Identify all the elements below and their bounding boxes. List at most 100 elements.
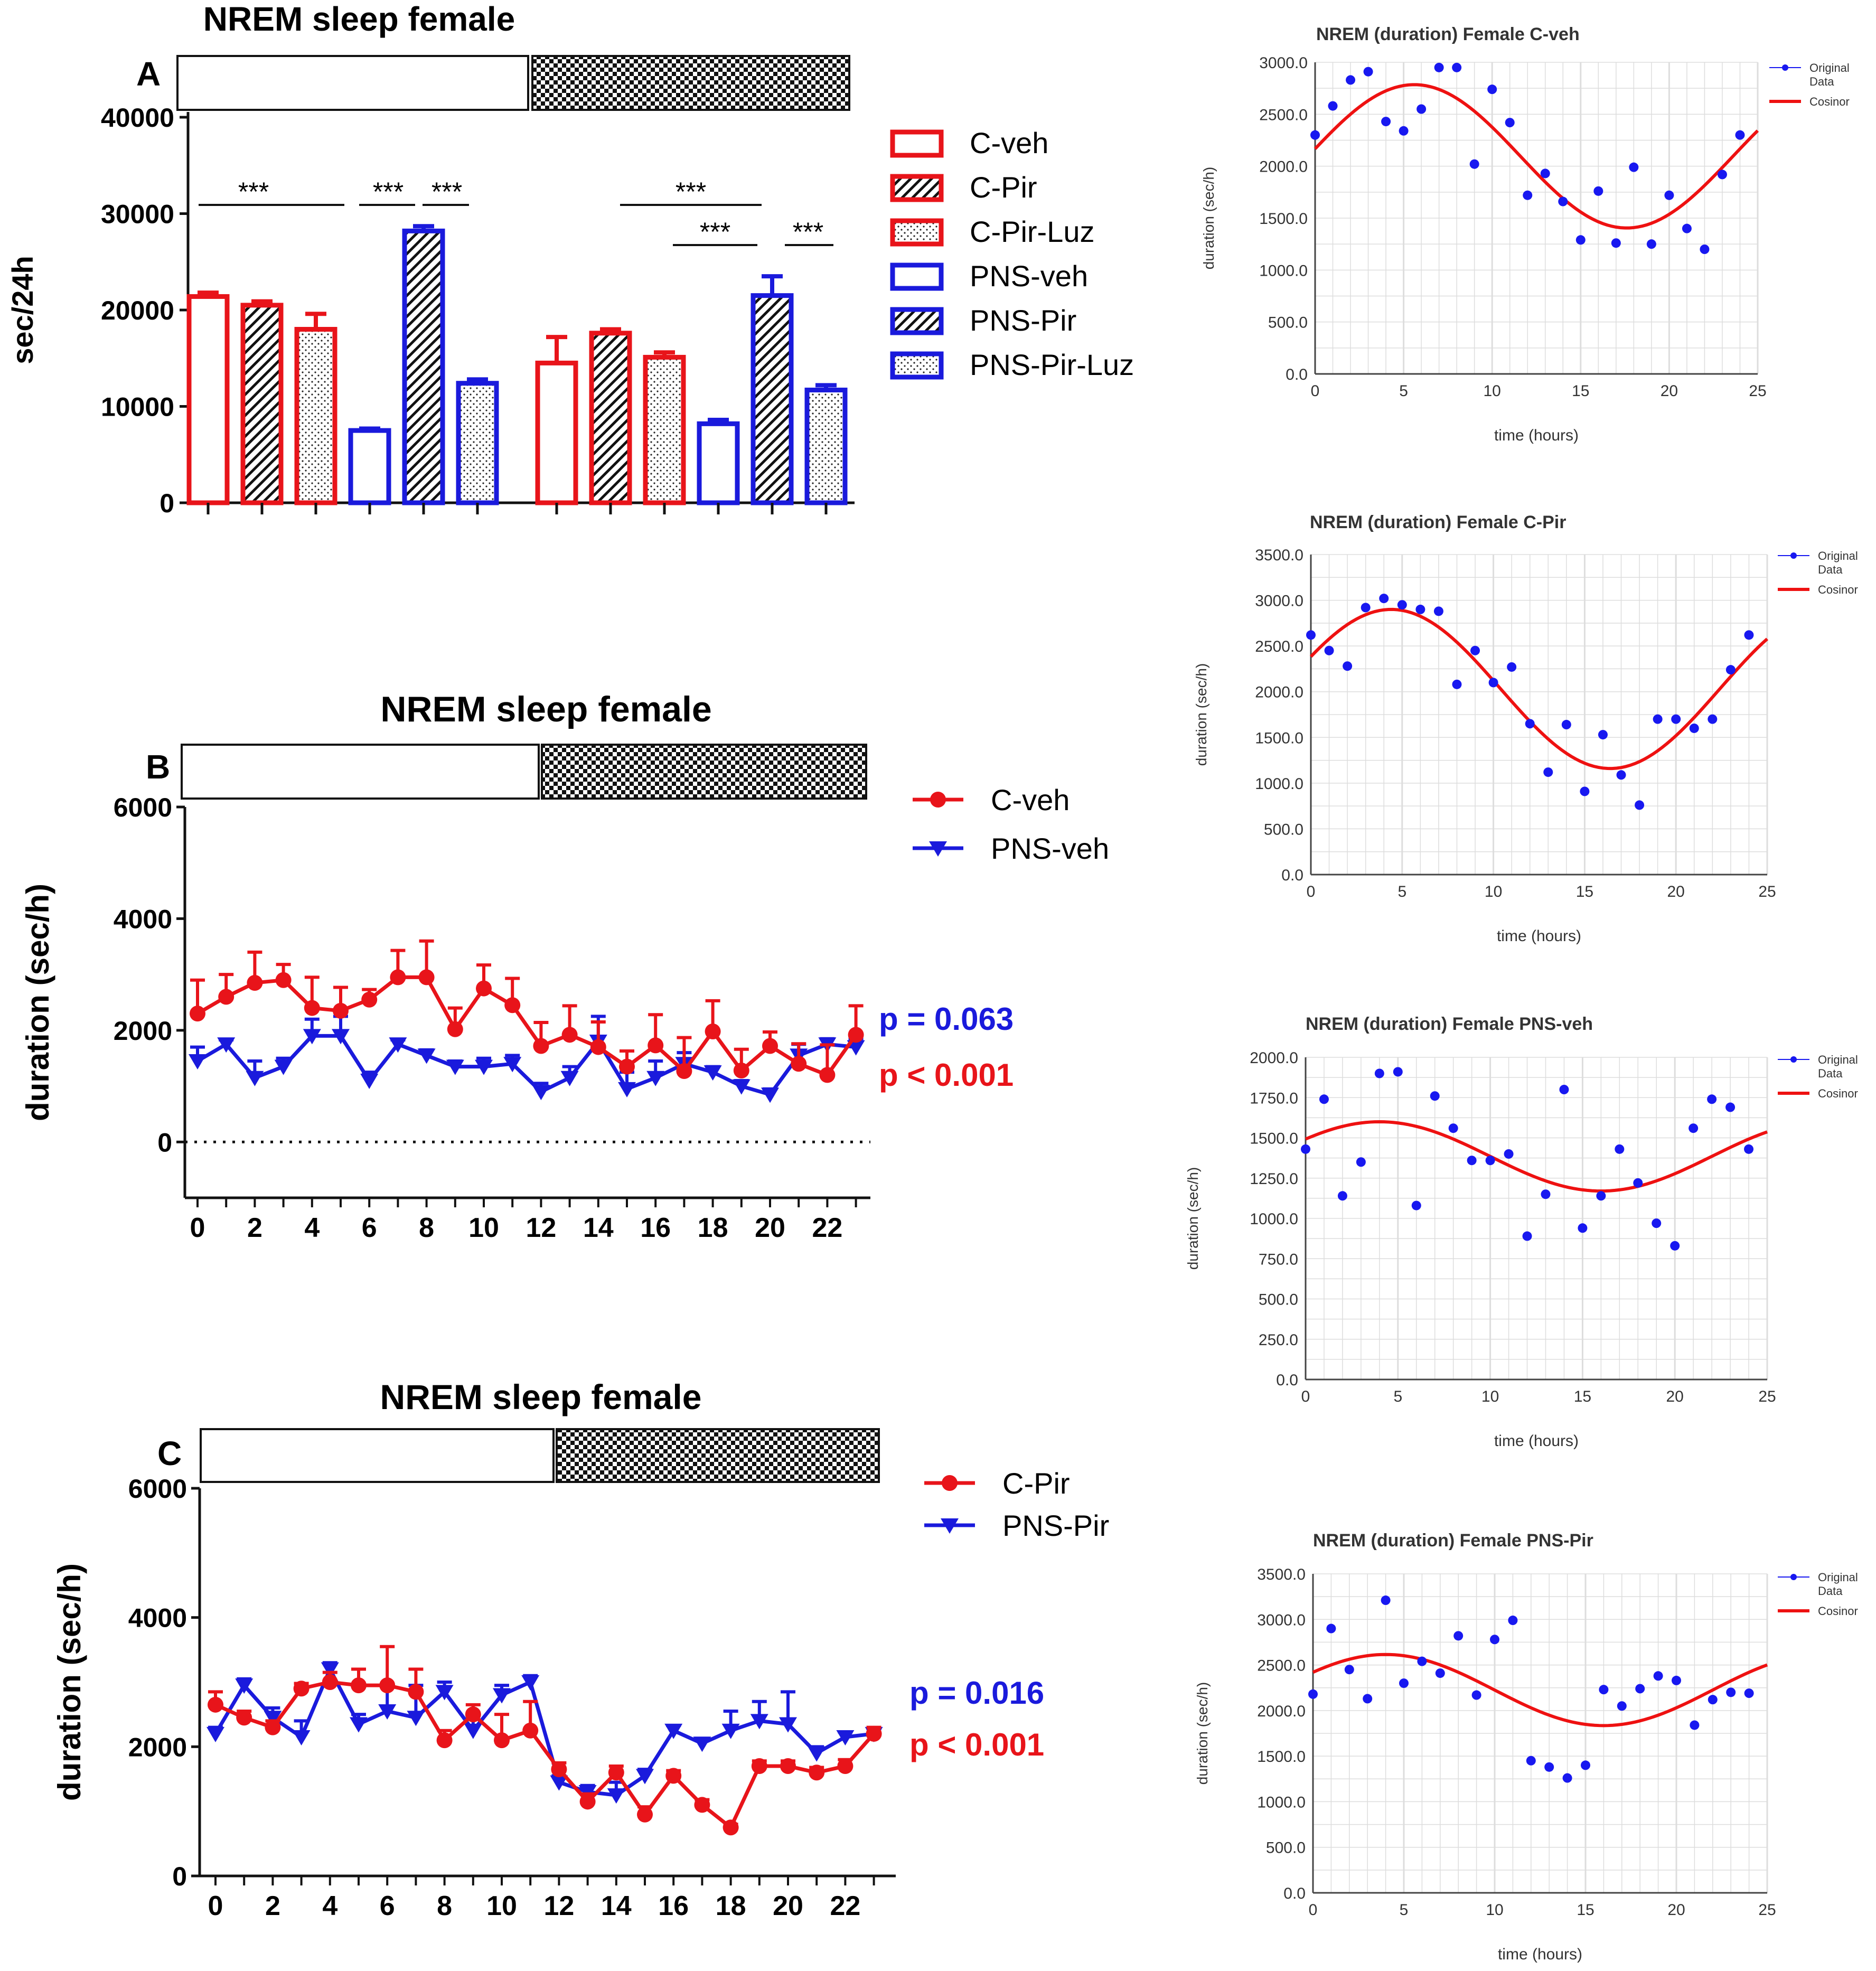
y-tick-label: 500.0 (1268, 314, 1308, 332)
legend-marker (1790, 552, 1797, 559)
y-tick-label: 500.0 (1259, 1291, 1298, 1309)
legend-label: C-veh (970, 126, 1048, 159)
data-point (1452, 62, 1462, 72)
y-tick-label: 3000.0 (1257, 1611, 1306, 1629)
data-point (361, 991, 378, 1008)
data-point (1504, 1149, 1514, 1159)
x-tick-label: 10 (468, 1213, 499, 1243)
x-tick-label: 22 (812, 1213, 842, 1243)
y-tick-label: 4000 (114, 904, 172, 934)
y-tick-label: 2500.0 (1257, 1657, 1306, 1675)
cosinor-curve (1314, 83, 1759, 230)
data-point (446, 1059, 464, 1075)
data-point (1490, 1635, 1499, 1645)
data-point (1346, 75, 1356, 85)
x-tick-label: 20 (773, 1891, 803, 1921)
y-tick-label: 2500.0 (1259, 106, 1308, 124)
x-tick-label: 10 (486, 1891, 517, 1921)
x-tick-label: 5 (1400, 1901, 1409, 1919)
legend-swatch (890, 174, 944, 202)
data-point (1328, 101, 1338, 111)
bar (456, 381, 499, 505)
data-point (1363, 1694, 1373, 1704)
data-point (1374, 1068, 1384, 1078)
data-point (504, 997, 521, 1013)
data-point (293, 1681, 309, 1697)
y-tick-label: 4000 (128, 1603, 187, 1633)
y-axis-label: duration (sec/h) (52, 1563, 87, 1801)
data-point (607, 1788, 625, 1804)
cosinor-curve (1312, 1653, 1768, 1728)
data-point (866, 1725, 882, 1742)
bar (697, 421, 740, 505)
legend-label: PNS-veh (970, 259, 1088, 293)
data-point (1744, 1144, 1754, 1154)
dark-phase-bar (531, 55, 850, 111)
panel-c-p-value-pns: p = 0.016 (909, 1675, 1044, 1711)
data-point (208, 1696, 223, 1713)
data-point (1670, 1241, 1680, 1251)
y-tick-label: 40000 (101, 103, 174, 133)
data-point (418, 969, 435, 986)
data-point (1485, 1156, 1495, 1166)
data-point (1381, 1595, 1391, 1606)
data-point (1356, 1157, 1366, 1167)
x-axis-label: time (hours) (1497, 927, 1581, 945)
cosinor-curve (1309, 607, 1769, 771)
data-point (247, 975, 263, 991)
legend-marker (1790, 1574, 1797, 1580)
x-tick-label: 4 (304, 1213, 320, 1243)
data-point (1379, 594, 1389, 604)
x-tick-label: 0 (190, 1213, 205, 1243)
panel-b: NREM sleep female B 0 2000 4000 6000 0 2 4 6 8 10… (20, 689, 1109, 1243)
x-tick-label: 5 (1399, 382, 1408, 400)
x-tick-label: 5 (1397, 883, 1406, 900)
bar (348, 428, 391, 505)
data-point (848, 1027, 864, 1043)
data-point (1522, 1231, 1532, 1241)
y-tick-label: 1000.0 (1250, 1210, 1298, 1228)
bar (240, 303, 284, 505)
data-point (1633, 1178, 1643, 1188)
data-point (1635, 1684, 1645, 1694)
x-tick-label: 8 (419, 1213, 434, 1243)
data-point (646, 1071, 665, 1086)
dark-phase-bar (541, 744, 867, 800)
legend-swatch (890, 351, 944, 380)
legend-label: Cosinor (1809, 95, 1850, 108)
data-point (389, 1037, 407, 1053)
data-point (1596, 1191, 1606, 1201)
data-point (1653, 1671, 1663, 1681)
data-point (521, 1675, 540, 1691)
y-tick-label: 1750.0 (1250, 1090, 1298, 1107)
panel-a-title: NREM sleep female (203, 0, 515, 38)
y-tick-label: 6000 (128, 1474, 187, 1504)
data-point (723, 1819, 739, 1836)
panel-c-p-value-control: p < 0.001 (909, 1727, 1044, 1762)
data-point (1453, 1631, 1464, 1641)
data-point (1562, 1773, 1572, 1783)
data-point (522, 1722, 539, 1739)
x-tick-label: 16 (640, 1213, 671, 1243)
panel-c-letter: C (157, 1434, 182, 1472)
data-point (608, 1764, 624, 1781)
data-point (1541, 1189, 1551, 1199)
legend-swatch (890, 262, 944, 291)
y-tick-label: 6000 (114, 793, 172, 822)
legend-label: Cosinor (1818, 1604, 1858, 1618)
data-point (1415, 604, 1425, 614)
data-point (779, 1717, 797, 1733)
bar (402, 228, 445, 505)
data-point (1306, 630, 1316, 640)
data-point (837, 1758, 853, 1775)
panel-a-letter: A (136, 55, 161, 93)
data-point (1689, 1123, 1699, 1133)
x-tick-label: 20 (1667, 883, 1685, 900)
panel-c-title: NREM sleep female (380, 1377, 702, 1416)
x-tick-label: 8 (437, 1891, 452, 1921)
y-axis-label: duration (sec/h) (1185, 1167, 1201, 1270)
data-point (1326, 1623, 1336, 1634)
x-tick-label: 0 (208, 1891, 223, 1921)
data-point (1689, 723, 1699, 733)
x-tick-label: 6 (380, 1891, 395, 1921)
